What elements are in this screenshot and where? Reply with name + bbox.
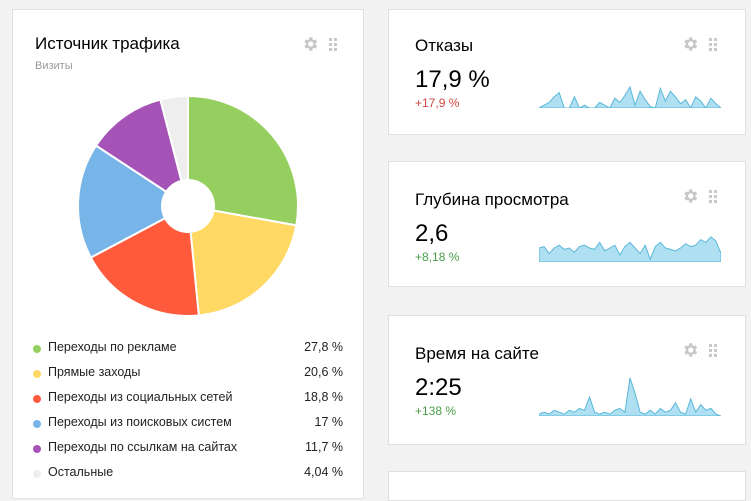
gear-icon[interactable] [681,35,699,53]
pie-slice[interactable] [89,204,200,317]
legend-label: Переходы по ссылкам на сайтах [48,440,238,454]
legend-value: 27,8 % [304,340,343,354]
pie-slice[interactable] [94,98,190,209]
legend-color-dot [33,445,41,453]
widget-title: Глубина просмотра [415,190,569,209]
metric-delta: +8,18 % [415,250,460,264]
pie-slice[interactable] [77,144,190,259]
widget-tools [301,35,337,53]
widget-title: Время на сайте [415,344,539,363]
drag-handle-icon[interactable] [709,37,717,51]
legend-item[interactable]: Переходы из поисковых систем 17 % [33,414,343,439]
time-on-site-widget: Время на сайте 2:25 +138 % [388,315,746,445]
pie-slice[interactable] [159,94,189,207]
drag-handle-icon[interactable] [709,343,717,357]
next-widget [388,471,746,501]
legend-color-dot [33,345,41,353]
traffic-pie-chart [77,94,299,317]
legend-label: Остальные [48,465,114,479]
traffic-source-widget: Источник трафика Визиты Переходы по рекл… [12,9,364,499]
legend-label: Переходы из социальных сетей [48,390,233,404]
legend-value: 18,8 % [304,390,343,404]
metric-delta: +17,9 % [415,96,460,110]
sparkline-area [539,85,721,108]
pie-slice[interactable] [186,204,298,317]
widget-title: Источник трафика [35,34,180,53]
traffic-legend: Переходы по рекламе 27,8 % Прямые заходы 20… [33,339,343,489]
bounce-sparkline [539,85,721,108]
legend-value: 4,04 % [304,465,343,479]
legend-label: Переходы по рекламе [48,340,177,354]
legend-color-dot [33,420,41,428]
sparkline-area [539,377,721,416]
gear-icon[interactable] [301,35,319,53]
legend-value: 20,6 % [304,365,343,379]
legend-color-dot [33,370,41,378]
metric-value: 2:25 [415,374,462,401]
metric-value: 2,6 [415,220,449,247]
pie-hole [161,179,215,233]
legend-item[interactable]: Переходы из социальных сетей 18,8 % [33,389,343,414]
widget-tools [681,35,717,53]
metric-delta: +138 % [415,404,457,418]
legend-item[interactable]: Прямые заходы 20,6 % [33,364,343,389]
legend-value: 17 % [314,415,344,429]
legend-item[interactable]: Остальные 4,04 % [33,464,343,489]
drag-handle-icon[interactable] [709,189,717,203]
legend-item[interactable]: Переходы по ссылкам на сайтах 11,7 % [33,439,343,464]
legend-item[interactable]: Переходы по рекламе 27,8 % [33,339,343,364]
widget-tools [681,341,717,359]
legend-label: Прямые заходы [48,365,141,379]
bounce-rate-widget: Отказы 17,9 % +17,9 % [388,9,746,135]
widget-tools [681,187,717,205]
sparkline-area [539,236,721,262]
pie-slice[interactable] [187,94,299,227]
gear-icon[interactable] [681,341,699,359]
widget-title: Отказы [415,36,474,55]
widget-subtitle: Визиты [35,60,73,72]
gear-icon[interactable] [681,187,699,205]
legend-color-dot [33,395,41,403]
drag-handle-icon[interactable] [329,37,337,51]
legend-label: Переходы из поисковых систем [48,415,232,429]
time-sparkline [539,377,721,416]
view-depth-widget: Глубина просмотра 2,6 +8,18 % [388,161,746,287]
legend-color-dot [33,470,41,478]
legend-value: 11,7 % [305,440,343,454]
metric-value: 17,9 % [415,66,490,93]
depth-sparkline [539,236,721,262]
